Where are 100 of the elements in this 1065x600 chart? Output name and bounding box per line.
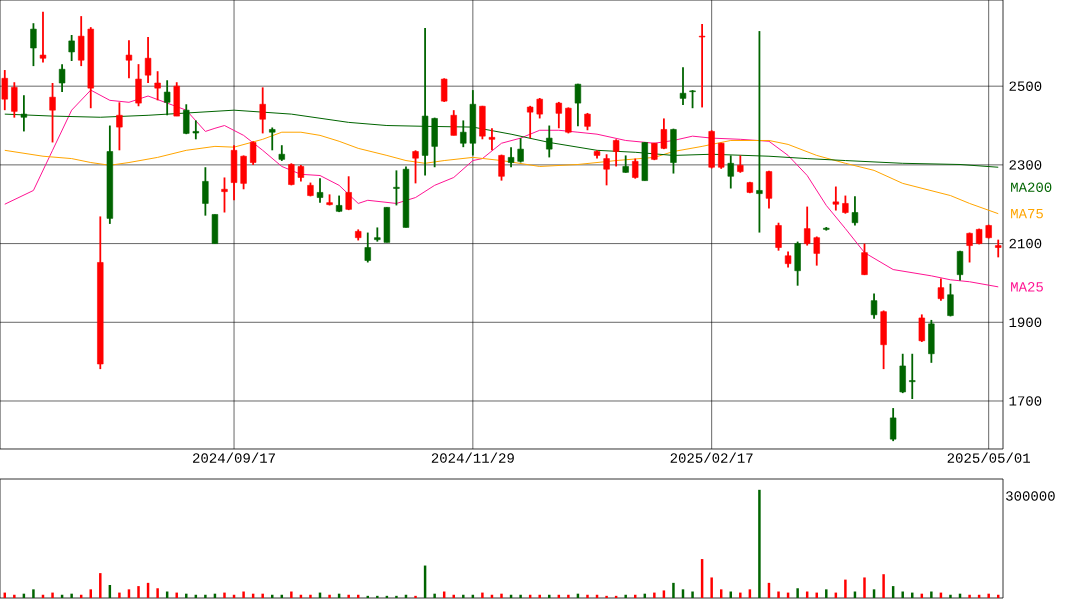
bar [863,577,866,598]
candlestick [660,117,668,151]
candlestick [450,109,457,137]
y-tick-label: 1700 [1009,396,1042,406]
bar [347,594,350,598]
candlestick [813,235,820,267]
bar [777,591,780,598]
candlestick [612,138,620,168]
candlestick [861,242,868,276]
candlestick [507,146,515,169]
bar [242,591,245,598]
bar [309,594,312,598]
candlestick [498,153,505,182]
bar [710,577,713,598]
bar [758,489,761,598]
candlestick [364,231,371,264]
bar [70,593,73,598]
bar [99,573,102,598]
text: 300000 [1006,491,1055,501]
bar [290,591,293,598]
bar [796,588,799,598]
bar [462,594,465,598]
bar [844,579,847,598]
bar [911,592,914,598]
candlestick [889,407,897,443]
x-tick-label: 2025/05/01 [947,452,1030,463]
candlestick [393,169,400,207]
bar [653,592,656,598]
candlestick [909,352,916,400]
bar [519,594,522,598]
y-tick-label: 2300 [1009,160,1042,170]
candlestick [144,36,152,84]
candlestick [412,149,419,185]
bar [32,589,35,598]
bar [815,592,818,598]
bar [624,594,627,598]
bar [156,588,159,598]
bar [605,595,608,598]
candlestick [202,166,209,217]
bar [118,592,121,598]
bar [137,586,140,598]
line-series [4,89,999,288]
bar [968,594,971,598]
candlestick [804,205,811,247]
candlestick [842,194,849,215]
candlestick [68,34,75,62]
candlestick [517,137,524,164]
bar [433,593,436,598]
candlestick [249,140,257,166]
candlestick [679,66,687,106]
candlestick [316,177,324,204]
candlestick [125,39,133,80]
y-tick-label: 2100 [1009,238,1042,249]
bar [825,589,828,598]
bar [481,592,484,598]
candlestick [698,23,706,109]
bar [548,594,551,598]
bar [691,591,694,598]
bar [987,593,990,598]
y-tick-label: 2500 [1009,81,1042,91]
candlestick [527,104,534,140]
candlestick [116,101,123,152]
candlestick [221,176,228,214]
candlestick [546,124,553,159]
bar [567,594,570,598]
x-tick-label: 2024/09/17 [193,452,275,463]
bar [882,574,885,598]
candlestick [832,185,840,212]
candlestick [555,101,562,130]
candlestick [603,153,610,187]
candlestick [574,82,582,128]
bar [51,592,54,598]
x-tick-label: 2024/11/29 [431,452,514,463]
candlestick [851,195,859,227]
bar [586,594,589,598]
candlestick [536,97,543,120]
bar [672,582,675,598]
bar [930,591,933,598]
candlestick [374,226,381,243]
candlestick [870,292,878,320]
bar [13,594,16,598]
candlestick [135,63,142,108]
bar [414,595,417,598]
candlestick [192,119,199,141]
candlestick [937,277,945,302]
series-label: MA75 [1011,209,1043,219]
candlestick [689,89,696,110]
bar [538,594,541,598]
bar [185,593,188,598]
y-tick-label: 1900 [1009,317,1042,328]
candlestick [30,22,37,68]
candlestick [345,175,352,212]
candlestick [632,157,639,180]
bar [949,594,952,598]
bar [204,594,207,598]
series-label: MA200 [1011,182,1052,192]
candlestick [956,249,964,282]
candlestick [947,282,954,318]
candlestick [775,221,782,252]
candlestick [259,86,266,135]
